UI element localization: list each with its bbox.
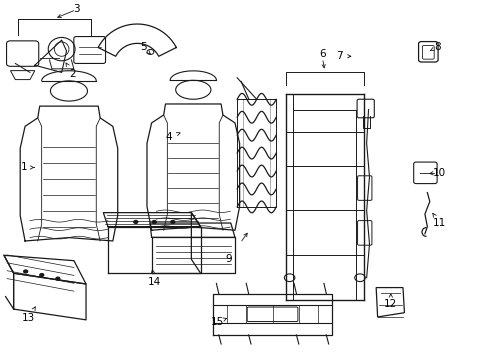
Text: 2: 2 <box>69 69 76 79</box>
Text: 10: 10 <box>432 168 445 178</box>
Circle shape <box>170 221 174 224</box>
Text: 11: 11 <box>432 218 445 228</box>
Circle shape <box>152 221 156 224</box>
Text: 6: 6 <box>319 49 325 59</box>
Text: 15: 15 <box>211 317 224 327</box>
Text: 4: 4 <box>165 132 172 142</box>
Text: 1: 1 <box>21 162 27 172</box>
Text: 12: 12 <box>384 299 397 309</box>
Circle shape <box>56 277 60 280</box>
Circle shape <box>24 270 28 273</box>
Text: 13: 13 <box>22 313 35 323</box>
Text: 5: 5 <box>140 42 146 52</box>
Text: 9: 9 <box>225 254 232 264</box>
Text: 14: 14 <box>147 277 161 287</box>
Circle shape <box>40 274 43 276</box>
Text: 3: 3 <box>73 4 80 14</box>
Text: 8: 8 <box>433 42 440 52</box>
Circle shape <box>134 221 138 224</box>
Text: 7: 7 <box>336 51 342 61</box>
